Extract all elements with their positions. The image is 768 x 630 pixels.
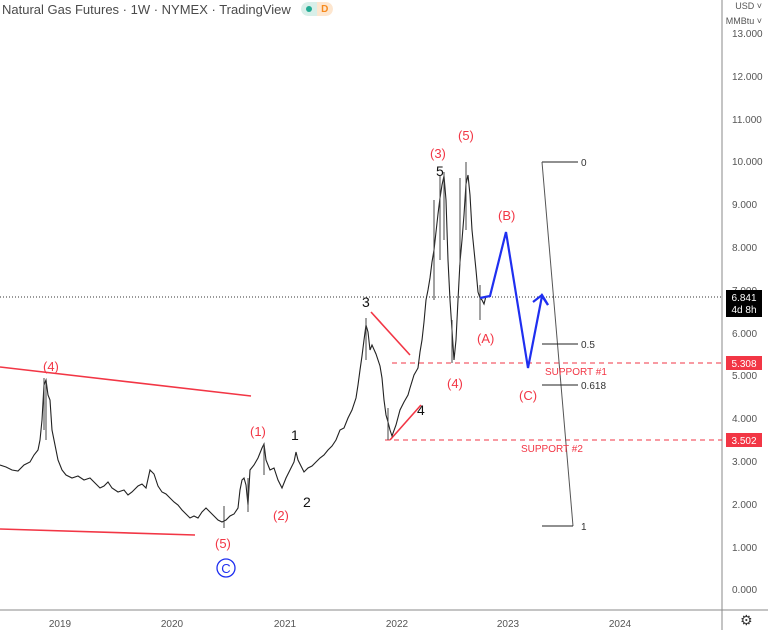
tick-12: 12.000	[732, 72, 763, 83]
tick-2022: 2022	[386, 619, 409, 630]
svg-text:C: C	[221, 561, 230, 576]
bar-countdown: 4d 8h	[731, 305, 756, 316]
current-price-tag	[726, 290, 762, 317]
label-subwave-1: 1	[291, 427, 299, 443]
tick-0: 0.000	[732, 585, 757, 596]
fib-label-0: 0	[581, 158, 587, 169]
chart-title: Natural Gas Futures · 1W · NYMEX · Tradi…	[2, 1, 291, 17]
delayed-data-badge: D	[316, 2, 333, 16]
label-subwave-2: 2	[303, 494, 311, 510]
label-subwave-3: 3	[362, 294, 370, 310]
fib-label-1: 1	[581, 522, 587, 533]
tick-2019: 2019	[49, 619, 72, 630]
tick-2024: 2024	[609, 619, 632, 630]
projected-path	[479, 231, 549, 369]
price-bar-highlights	[43, 162, 481, 528]
time-axis-ticks: 2019 2020 2021 2022 2023 2024	[49, 619, 632, 630]
label-wave-3: (3)	[430, 146, 446, 161]
support-2-price-value: 3.502	[731, 436, 756, 447]
tick-13: 13.000	[732, 29, 763, 40]
upper-trendline	[0, 366, 252, 397]
tick-10: 10.000	[732, 157, 763, 168]
current-price-value: 6.841	[731, 293, 756, 304]
label-wave-2: (2)	[273, 508, 289, 523]
tick-2023: 2023	[497, 619, 520, 630]
fib-label-05: 0.5	[581, 340, 595, 351]
unit-selector[interactable]: MMBtu ˅	[725, 16, 762, 26]
fib-label-0618: 0.618	[581, 381, 606, 392]
tick-2020: 2020	[161, 619, 184, 630]
label-wave-5-major: (5)	[215, 536, 231, 551]
gear-icon[interactable]: ⚙	[740, 612, 753, 628]
tick-3: 3.000	[732, 457, 757, 468]
wave4-upper-trendline	[370, 311, 411, 356]
support-1-label: SUPPORT #1	[545, 367, 607, 378]
tick-2: 2.000	[732, 500, 757, 511]
label-wave-b: (B)	[498, 208, 515, 223]
wave4-lower-trendline	[389, 404, 422, 441]
label-subwave-4: 4	[417, 402, 425, 418]
price-series	[0, 174, 487, 523]
currency-selector[interactable]: USD ˅	[735, 1, 762, 11]
tick-2021: 2021	[274, 619, 297, 630]
label-wave-5: (5)	[458, 128, 474, 143]
wave-labels-black: 1 2 3 4 5	[291, 163, 444, 510]
support-1-price-tag	[726, 356, 762, 370]
wave-labels-red: (4) (5) (1) (2) (3) (5) (4) (A) (B) (C)	[43, 128, 537, 551]
support-2-price-tag	[726, 433, 762, 447]
status-badge[interactable]: D	[300, 2, 333, 16]
tick-5: 5.000	[732, 371, 757, 382]
chart-header: Natural Gas Futures · 1W · NYMEX · Tradi…	[0, 0, 333, 18]
projection-arrowhead	[532, 293, 549, 306]
circled-c-label: C	[216, 558, 236, 578]
tick-6: 6.000	[732, 329, 757, 340]
tick-11: 11.000	[732, 115, 762, 126]
label-subwave-5: 5	[436, 163, 444, 179]
tick-8: 8.000	[732, 243, 757, 254]
tick-1: 1.000	[732, 543, 757, 554]
green-dot-icon	[305, 6, 312, 12]
market-open-indicator	[300, 2, 317, 16]
label-wave-4-major: (4)	[43, 359, 59, 374]
label-wave-a: (A)	[477, 331, 494, 346]
lower-trendline	[0, 528, 196, 536]
tick-4: 4.000	[732, 414, 757, 425]
label-wave-4: (4)	[447, 376, 463, 391]
support-2-label: SUPPORT #2	[521, 444, 583, 455]
label-wave-1: (1)	[250, 424, 266, 439]
fibonacci-retracement[interactable]: 0 0.5 0.618 1	[541, 158, 606, 533]
tick-9: 9.000	[732, 200, 757, 211]
label-wave-c: (C)	[519, 388, 537, 403]
support-1-price-value: 5.308	[731, 359, 756, 370]
